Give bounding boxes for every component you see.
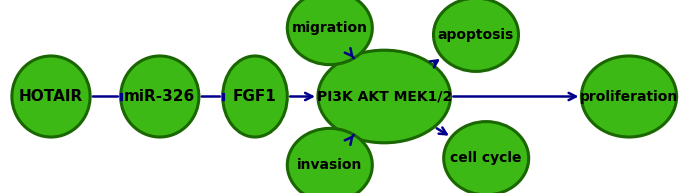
Ellipse shape [222,56,287,137]
Ellipse shape [12,56,90,137]
Ellipse shape [287,128,373,193]
Text: HOTAIR: HOTAIR [19,89,83,104]
Ellipse shape [581,56,677,137]
Text: proliferation: proliferation [580,90,678,103]
Text: migration: migration [292,21,368,35]
Ellipse shape [287,0,373,65]
Ellipse shape [434,0,518,71]
Text: PI3K AKT MEK1/2: PI3K AKT MEK1/2 [317,90,452,103]
Ellipse shape [443,122,529,193]
Ellipse shape [121,56,199,137]
Text: invasion: invasion [297,158,362,172]
Ellipse shape [318,50,450,143]
Text: cell cycle: cell cycle [450,151,522,165]
Text: miR-326: miR-326 [124,89,195,104]
Text: FGF1: FGF1 [233,89,277,104]
Text: apoptosis: apoptosis [438,28,514,42]
